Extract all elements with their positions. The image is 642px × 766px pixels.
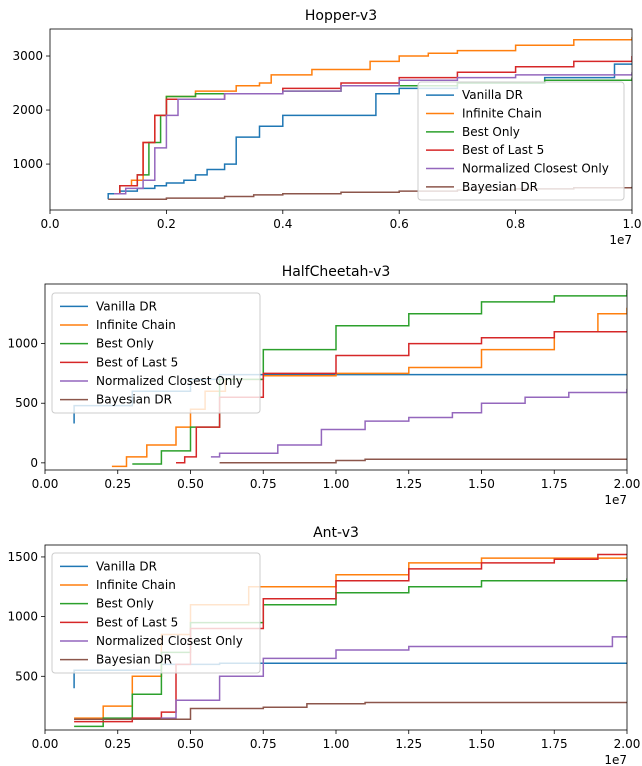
legend-label-normalized-closest-only: Normalized Closest Only	[462, 162, 609, 176]
legend-label-vanilla-dr: Vanilla DR	[462, 88, 523, 102]
series-line-normalized-closest-only	[210, 388, 627, 458]
chart-halfcheetah-v3: HalfCheetah-v3 0.00 0.25 0.50 0.75 1.00 1.25 1.…	[7, 264, 640, 507]
legend-label-infinite-chain: Infinite Chain	[96, 578, 176, 592]
y-tick-label: 3000	[12, 49, 43, 63]
y-tick-label: 1500	[7, 550, 38, 564]
legend-label-normalized-closest-only: Normalized Closest Only	[96, 374, 243, 388]
legend-label-bayesian-dr: Bayesian DR	[96, 653, 172, 667]
x-tick-label: 1.75	[541, 477, 568, 491]
legend: Vanilla DR Infinite Chain Best Only Best of…	[51, 292, 261, 414]
legend-box	[417, 81, 625, 201]
legend-label-infinite-chain: Infinite Chain	[462, 107, 542, 121]
x-tick-label: 1.50	[468, 737, 495, 751]
x-tick-label: 0.50	[177, 737, 204, 751]
series-line-best-of-last-5	[74, 553, 627, 723]
legend-label-best-of-last-5: Best of Last 5	[462, 143, 544, 157]
series-line-best-of-last-5	[176, 330, 627, 464]
x-tick-label: 1.25	[395, 477, 422, 491]
y-tick-label: 1000	[7, 337, 38, 351]
x-tick-label: 2.00	[614, 737, 641, 751]
x-offset-label: 1e7	[604, 753, 627, 766]
x-tick-label: 0.75	[250, 477, 277, 491]
legend-label-normalized-closest-only: Normalized Closest Only	[96, 634, 243, 648]
legend-label-best-of-last-5: Best of Last 5	[96, 615, 178, 629]
x-tick-label: 0.25	[104, 737, 131, 751]
legend-label-bayesian-dr: Bayesian DR	[462, 180, 538, 194]
x-tick-label: 0.50	[177, 477, 204, 491]
series-line-best-only	[132, 290, 627, 465]
x-tick-label: 0.8	[506, 217, 525, 231]
legend: Vanilla DR Infinite Chain Best Only Best of…	[417, 81, 625, 201]
chart-title: HalfCheetah-v3	[282, 264, 391, 280]
y-tick-label: 1000	[12, 157, 43, 171]
y-tick-label: 500	[15, 396, 38, 410]
x-tick-label: 2.00	[614, 477, 641, 491]
legend: Vanilla DR Infinite Chain Best Only Best of…	[51, 552, 261, 674]
chart-title: Hopper-v3	[305, 8, 377, 24]
y-tick-label: 1000	[7, 610, 38, 624]
series-line-normalized-closest-only	[114, 72, 632, 195]
y-tick-label: 0	[30, 456, 38, 470]
series-line-normalized-closest-only	[74, 635, 627, 721]
x-tick-label: 1.50	[468, 477, 495, 491]
x-tick-label: 0.2	[157, 217, 176, 231]
chart-ant-v3: Ant-v3 0.00 0.25 0.50 0.75 1.00 1.25 1.50 1.75 2.…	[7, 525, 640, 766]
x-tick-label: 0.6	[390, 217, 409, 231]
y-tick-label: 2000	[12, 103, 43, 117]
legend-box	[51, 552, 261, 674]
legend-label-best-of-last-5: Best of Last 5	[96, 355, 178, 369]
x-tick-label: 0.75	[250, 737, 277, 751]
chart-hopper-v3: Hopper-v3 0.0 0.2 0.4 0.6 0.8 1.0 1e7 1000 2000 30…	[12, 8, 641, 247]
x-tick-label: 0.25	[104, 477, 131, 491]
axes-frame	[49, 28, 633, 211]
x-tick-label: 1.0	[622, 217, 641, 231]
legend-label-vanilla-dr: Vanilla DR	[96, 559, 157, 573]
series-line-bayesian-dr	[74, 701, 627, 721]
x-tick-label: 0.00	[32, 737, 59, 751]
chart-title: Ant-v3	[313, 525, 359, 541]
x-tick-label: 1.00	[323, 737, 350, 751]
x-tick-label: 1.75	[541, 737, 568, 751]
legend-label-bayesian-dr: Bayesian DR	[96, 393, 172, 407]
x-tick-label: 0.0	[40, 217, 59, 231]
y-tick-label: 500	[15, 669, 38, 683]
legend-label-best-only: Best Only	[462, 125, 520, 139]
x-offset-label: 1e7	[609, 233, 632, 247]
x-tick-label: 1.00	[323, 477, 350, 491]
x-tick-label: 1.25	[395, 737, 422, 751]
x-tick-label: 0.4	[273, 217, 292, 231]
legend-label-infinite-chain: Infinite Chain	[96, 318, 176, 332]
legend-box	[51, 292, 261, 414]
x-offset-label: 1e7	[604, 493, 627, 507]
series-line-bayesian-dr	[219, 458, 627, 464]
x-tick-label: 0.00	[32, 477, 59, 491]
legend-label-vanilla-dr: Vanilla DR	[96, 299, 157, 313]
legend-label-best-only: Best Only	[96, 337, 154, 351]
legend-label-best-only: Best Only	[96, 597, 154, 611]
